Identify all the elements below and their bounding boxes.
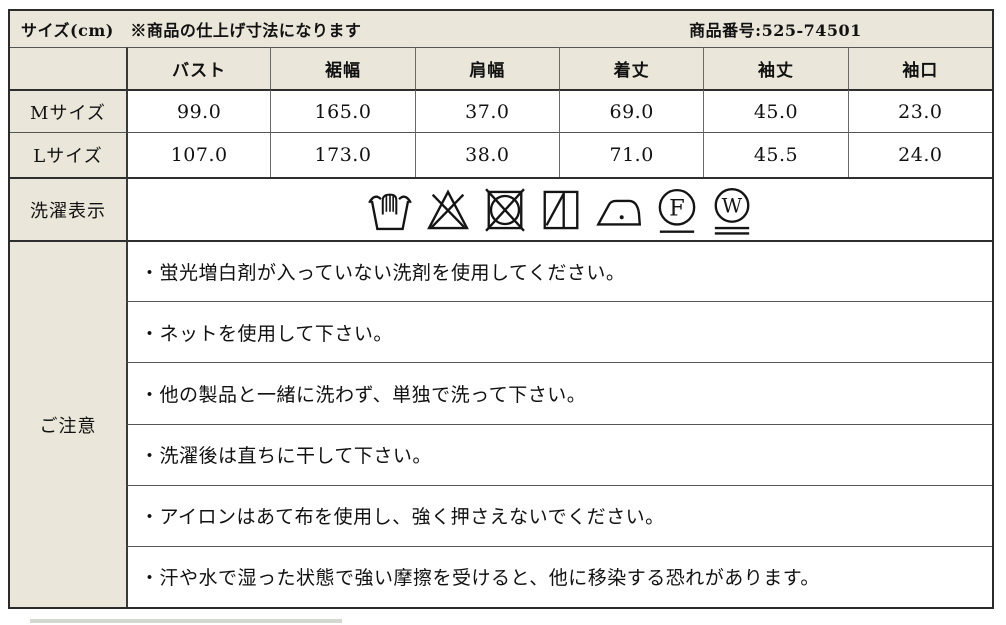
notes-label: ご注意 (10, 240, 126, 607)
l-bust-value: 107.0 (126, 132, 271, 177)
column-header-shoulder-width: 肩幅 (414, 47, 559, 89)
l-sleeve-length-value: 45.5 (703, 132, 848, 177)
l-shoulder-width-value: 38.0 (414, 132, 559, 177)
m-length-value: 69.0 (558, 89, 704, 132)
note-item-4: ・洗濯後は直ちに干して下さい。 (126, 423, 992, 485)
note-item-5: ・アイロンはあて布を使用し、強く押さえないでください。 (126, 484, 992, 546)
m-shoulder-width-value: 37.0 (414, 89, 559, 132)
product-number: 商品番号:525-74501 (558, 11, 992, 47)
line-dry-in-shade-icon (539, 182, 583, 238)
l-length-value: 71.0 (558, 132, 704, 177)
m-hem-width-value: 165.0 (270, 89, 415, 132)
m-sleeve-length-value: 45.0 (703, 89, 848, 132)
row-label-m-size: Mサイズ (10, 89, 126, 132)
size-chart-table: サイズ(cm) ※商品の仕上げ寸法になります 商品番号:525-74501 バス… (8, 9, 994, 609)
column-header-length: 着丈 (558, 47, 704, 89)
svg-text:F: F (669, 195, 685, 221)
corner-blank-cell (10, 47, 126, 89)
hand-wash-icon (366, 182, 414, 238)
m-bust-value: 99.0 (126, 89, 271, 132)
note-item-6: ・汗や水で湿った状態で強い摩擦を受けると、他に移染する恐れがあります。 (126, 545, 992, 607)
svg-text:W: W (722, 194, 743, 217)
column-header-sleeve-length: 袖丈 (703, 47, 848, 89)
m-cuff-value: 23.0 (847, 89, 992, 132)
note-item-3: ・他の製品と一緒に洗わず、単独で洗って下さい。 (126, 362, 992, 424)
l-cuff-value: 24.0 (847, 132, 992, 177)
size-chart-title: サイズ(cm) ※商品の仕上げ寸法になります (10, 11, 559, 47)
note-item-1: ・蛍光増白剤が入っていない洗剤を使用してください。 (126, 240, 992, 302)
column-header-cuff: 袖口 (847, 47, 992, 89)
wet-clean-w-icon: W (710, 182, 754, 238)
column-header-bust: バスト (126, 47, 271, 89)
l-hem-width-value: 173.0 (270, 132, 415, 177)
note-item-2: ・ネットを使用して下さい。 (126, 301, 992, 363)
care-symbols-label: 洗濯表示 (10, 177, 126, 240)
column-header-hem-width: 裾幅 (270, 47, 415, 89)
care-symbols-cell: F W (126, 177, 992, 240)
bottom-edge-artifact (30, 619, 342, 623)
iron-low-heat-icon (594, 182, 644, 238)
dry-clean-f-icon: F (655, 182, 699, 238)
do-not-bleach-icon (425, 182, 471, 238)
do-not-tumble-dry-icon (482, 182, 528, 238)
row-label-l-size: Lサイズ (10, 132, 126, 177)
